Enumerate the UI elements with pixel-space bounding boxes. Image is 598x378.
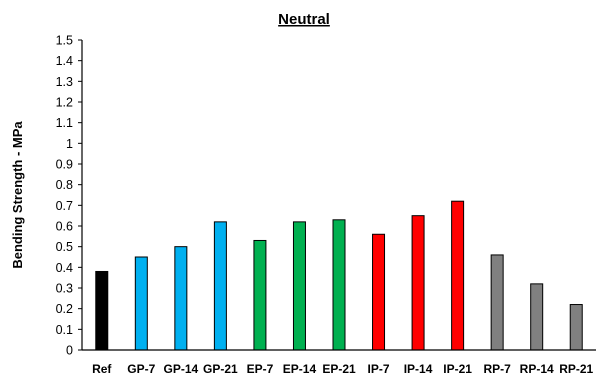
x-tick-label: RP-21	[559, 362, 593, 376]
y-tick-label: 1.2	[56, 96, 73, 110]
y-tick-label: 0.1	[56, 323, 73, 337]
y-tick-label: 1	[66, 137, 73, 151]
x-tick-label: EP-14	[283, 362, 317, 376]
y-tick-label: 0.9	[56, 158, 73, 172]
bar-rp-21	[569, 304, 583, 351]
x-tick-label: IP-14	[404, 362, 433, 376]
x-axis-ticks: Ref GP-7 GP-14 GP-21 EP-7 EP-14 EP-21 IP-7 IP-14…	[92, 362, 593, 376]
bar-ep-21	[332, 219, 346, 351]
x-tick-label: RP-14	[520, 362, 554, 376]
y-tick-label: 0.6	[56, 220, 73, 234]
bar-ip-21	[451, 200, 465, 351]
y-tick-label: 1.5	[56, 34, 73, 48]
x-tick-label: EP-7	[247, 362, 274, 376]
x-tick-label: RP-7	[483, 362, 511, 376]
y-tick-label: 0.8	[56, 178, 73, 192]
x-tick-label: IP-7	[368, 362, 390, 376]
y-axis-label: Bending Strength - MPa	[10, 121, 25, 269]
bar-rp-14	[530, 283, 544, 351]
y-axis-ticks: 0 0.1 0.2 0.3 0.4 0.5 0.6 0.7 0.8 0.9 1 1.1 1.2 1.3 1.…	[56, 34, 82, 358]
x-tick-label: GP-21	[203, 362, 238, 376]
y-tick-label: 1.1	[56, 116, 73, 130]
bar-gp-21	[213, 221, 227, 351]
y-tick-label: 0.5	[56, 240, 73, 254]
y-tick-label: 1.4	[56, 54, 73, 68]
y-tick-label: 0.4	[56, 261, 73, 275]
bar-ip-7	[372, 233, 386, 351]
y-tick-label: 1.3	[56, 75, 73, 89]
bar-ep-14	[292, 221, 306, 351]
x-tick-label: IP-21	[443, 362, 472, 376]
bar-ip-14	[411, 215, 425, 351]
bar-gp-14	[174, 246, 188, 351]
x-tick-label: Ref	[92, 362, 112, 376]
bar-gp-7	[134, 256, 148, 351]
bar-rp-7	[490, 254, 504, 351]
bars	[95, 200, 583, 351]
y-tick-label: 0.7	[56, 199, 73, 213]
y-tick-label: 0.2	[56, 302, 73, 316]
y-tick-label: 0.3	[56, 282, 73, 296]
x-tick-label: GP-14	[164, 362, 199, 376]
bar-ep-7	[253, 239, 267, 351]
x-tick-label: EP-21	[322, 362, 356, 376]
chart-title: Neutral	[278, 11, 330, 28]
y-tick-label: 0	[66, 344, 73, 358]
bar-ref	[95, 270, 109, 351]
x-tick-label: GP-7	[127, 362, 155, 376]
